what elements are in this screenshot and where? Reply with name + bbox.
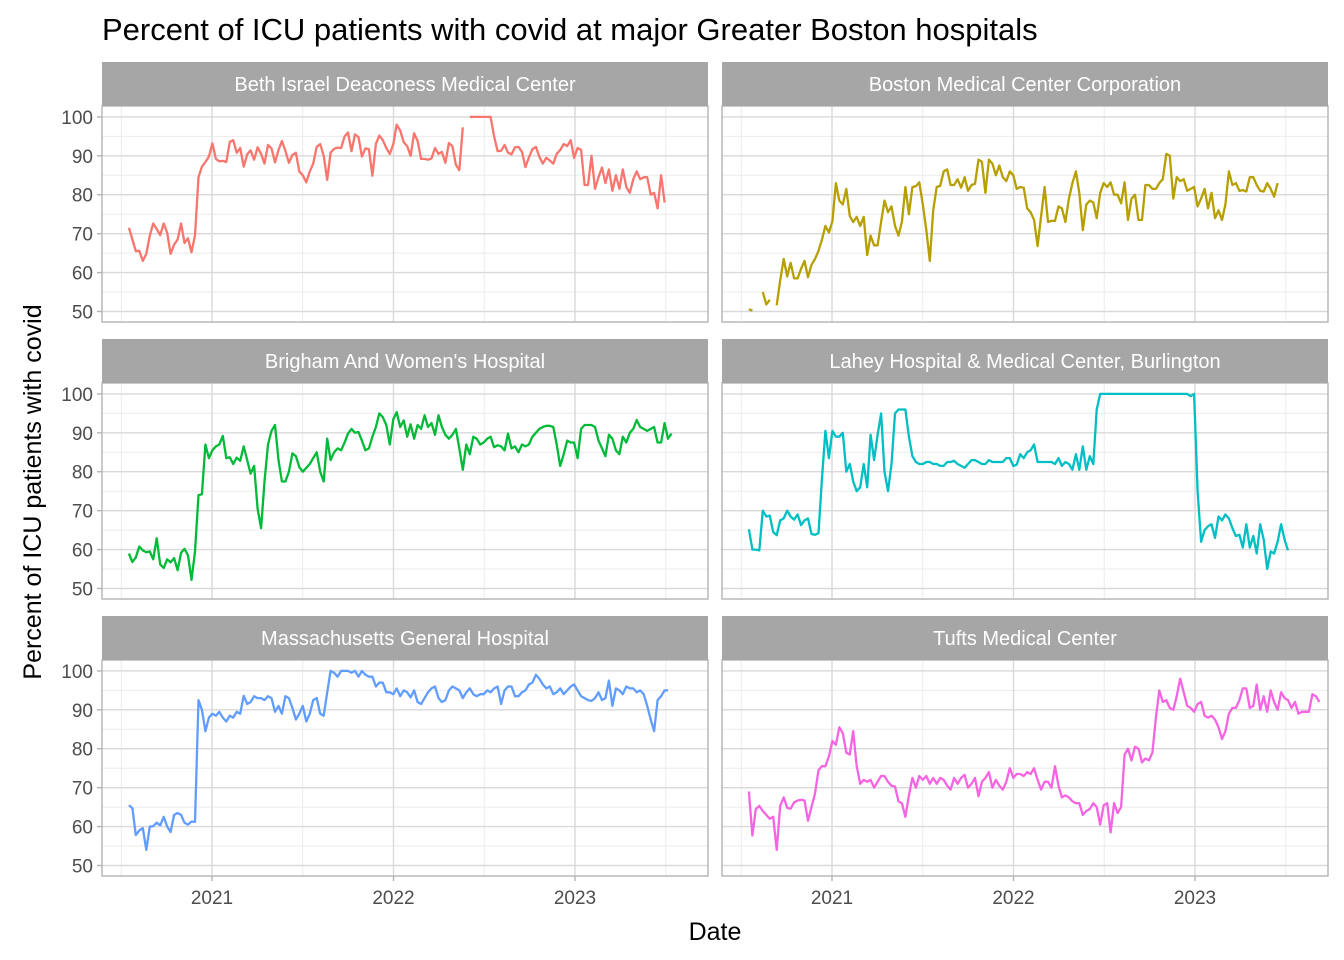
x-tick-label: 2023 xyxy=(1174,888,1216,909)
facet-panel: Brigham And Women's Hospital 50 60 70 80 90 10… xyxy=(61,339,709,600)
facet-panel: Lahey Hospital & Medical Center, Burling… xyxy=(721,339,1329,600)
y-tick-label: 50 xyxy=(72,856,93,877)
y-tick-label: 70 xyxy=(72,225,93,246)
facet-strip xyxy=(102,616,708,660)
series-line xyxy=(128,669,668,852)
y-tick-label: 90 xyxy=(72,424,93,445)
y-tick-label: 70 xyxy=(72,502,93,523)
facet-panel: Tufts Medical Center 2021 2022 2023 xyxy=(721,616,1329,909)
chart-title: Percent of ICU patients with covid at ma… xyxy=(102,12,1038,47)
y-tick-label: 50 xyxy=(72,579,93,600)
facet-panels: Beth Israel Deaconess Medical Center 50 60… xyxy=(61,62,1329,909)
facet-strip-label: Brigham And Women's Hospital xyxy=(265,351,545,373)
facet-strip-label: Boston Medical Center Corporation xyxy=(869,74,1181,96)
x-tick-label: 2021 xyxy=(191,888,233,909)
series-line xyxy=(761,291,771,306)
series-line xyxy=(748,308,753,312)
y-tick-label: 80 xyxy=(72,186,93,207)
y-tick-label: 60 xyxy=(72,541,93,562)
facet-strip xyxy=(722,339,1328,383)
x-tick-label: 2023 xyxy=(554,888,596,909)
series-line xyxy=(127,123,464,263)
x-tick-label: 2022 xyxy=(372,888,414,909)
facet-strip xyxy=(102,339,708,383)
y-tick-label: 90 xyxy=(72,701,93,722)
facet-panel: Massachusetts General Hospital 50 60 70 80 90… xyxy=(61,616,709,909)
y-tick-label: 60 xyxy=(72,264,93,285)
y-tick-label: 80 xyxy=(72,740,93,761)
facet-strip xyxy=(722,616,1328,660)
y-tick-label: 100 xyxy=(61,108,93,129)
series-line xyxy=(775,152,1279,306)
y-axis-title: Percent of ICU patients with covid xyxy=(19,304,47,679)
facet-strip-label: Beth Israel Deaconess Medical Center xyxy=(234,74,576,96)
x-axis-title: Date xyxy=(689,918,742,946)
y-tick-label: 80 xyxy=(72,463,93,484)
facet-strip xyxy=(722,62,1328,106)
facet-panel: Beth Israel Deaconess Medical Center 50 60… xyxy=(61,62,709,323)
y-tick-label: 60 xyxy=(72,818,93,839)
x-tick-label: 2022 xyxy=(992,888,1034,909)
series-line xyxy=(747,392,1290,571)
facet-strip-label: Lahey Hospital & Medical Center, Burling… xyxy=(829,351,1220,373)
y-tick-label: 100 xyxy=(61,385,93,406)
series-line xyxy=(127,411,673,582)
facet-strip-label: Tufts Medical Center xyxy=(933,628,1117,650)
y-tick-label: 100 xyxy=(61,662,93,683)
y-tick-label: 70 xyxy=(72,779,93,800)
y-tick-label: 50 xyxy=(72,302,93,323)
series-line xyxy=(747,677,1321,852)
facet-panel: Boston Medical Center Corporation xyxy=(721,62,1329,323)
series-line xyxy=(469,115,666,210)
y-tick-label: 90 xyxy=(72,147,93,168)
facet-strip-label: Massachusetts General Hospital xyxy=(261,628,549,650)
facet-strip xyxy=(102,62,708,106)
x-tick-label: 2021 xyxy=(811,888,853,909)
